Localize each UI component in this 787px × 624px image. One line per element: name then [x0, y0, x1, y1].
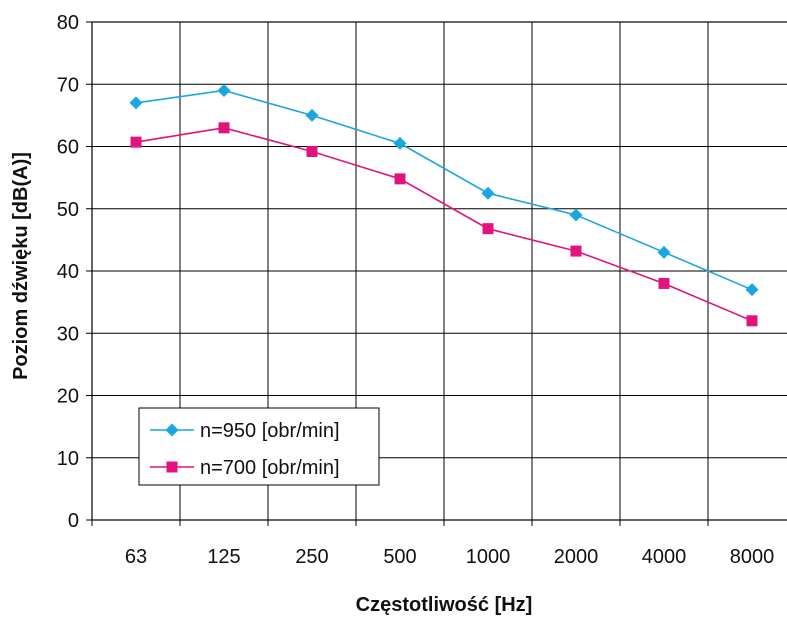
data-point-series-2	[746, 315, 758, 327]
series-line-1	[135, 89, 753, 291]
data-point-series-1	[569, 208, 583, 222]
data-point-series-2	[130, 136, 142, 148]
y-tick-label: 50	[57, 199, 79, 221]
x-tick-label: 8000	[730, 546, 775, 568]
y-axis-title: Poziom dźwięku [dB(A)]	[10, 152, 32, 380]
data-point-series-1	[305, 108, 319, 122]
y-tick-label: 40	[57, 261, 79, 283]
x-tick-label: 4000	[642, 546, 687, 568]
data-point-series-2	[306, 145, 318, 157]
data-point-series-2	[218, 122, 230, 134]
series-lines	[129, 83, 759, 327]
x-axis-ticks: 63 125 250 500 1000 2000 4000 8000	[91, 520, 775, 568]
y-tick-label: 30	[57, 323, 79, 345]
data-point-series-1	[657, 245, 671, 259]
data-point-series-1	[745, 283, 759, 297]
x-axis-title: Częstotliwość [Hz]	[356, 594, 533, 616]
legend-label-series-1: n=950 [obr/min]	[200, 420, 340, 442]
data-point-series-2	[570, 245, 582, 257]
y-tick-label: 10	[57, 448, 79, 470]
y-tick-label: 70	[57, 74, 79, 96]
y-tick-label: 0	[68, 510, 79, 532]
data-point-series-1	[481, 186, 495, 200]
x-tick-label: 2000	[554, 546, 599, 568]
data-point-series-2	[658, 277, 670, 289]
data-point-series-1	[393, 136, 407, 150]
y-tick-label: 80	[57, 12, 79, 34]
data-point-series-1	[129, 96, 143, 110]
data-point-series-2	[394, 173, 406, 185]
data-point-series-2	[482, 223, 494, 235]
x-tick-label: 500	[383, 546, 416, 568]
x-tick-label: 63	[125, 546, 147, 568]
legend-label-series-2: n=700 [obr/min]	[200, 457, 340, 479]
x-tick-label: 250	[295, 546, 328, 568]
legend-box	[138, 407, 380, 486]
y-tick-label: 60	[57, 137, 79, 159]
legend-marker-series-1	[165, 423, 179, 437]
data-point-series-1	[217, 83, 231, 97]
x-tick-label: 125	[207, 546, 240, 568]
series-line-2	[135, 126, 753, 322]
y-axis-ticks: 0 10 20 30 40 50 60 70 80	[57, 12, 92, 532]
x-tick-label: 1000	[466, 546, 511, 568]
legend-marker-series-2	[166, 461, 178, 473]
legend: n=950 [obr/min] n=700 [obr/min]	[138, 407, 380, 486]
y-tick-label: 20	[57, 386, 79, 408]
